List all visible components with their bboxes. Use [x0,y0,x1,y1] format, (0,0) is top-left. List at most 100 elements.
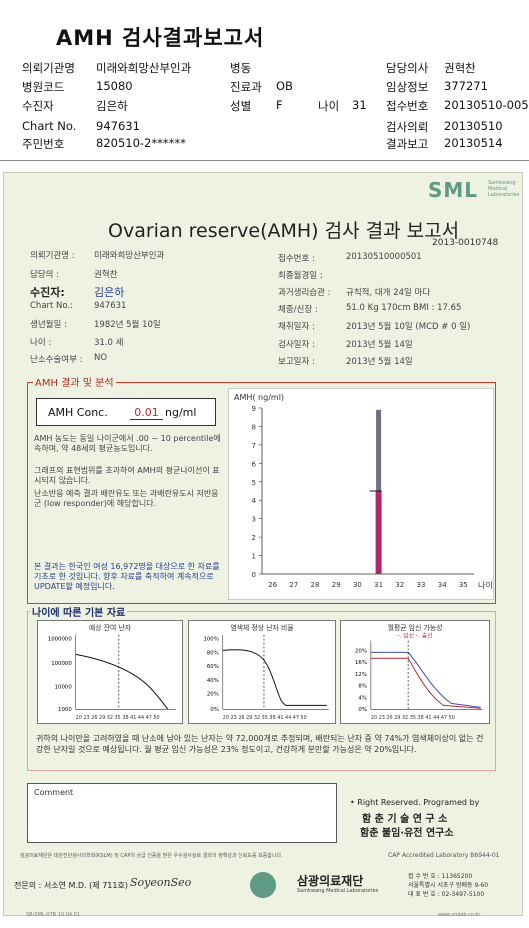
test-field-label: 최종월경일 : [278,271,323,281]
patient-field-label: 담당의 : [30,270,60,280]
patient-label: 수진자 [22,99,54,113]
sex-value: F [276,98,283,112]
y-tick-label: 1 [252,553,256,561]
mini1-ytick-0: 1000000 [48,637,73,643]
receipt-label: 접수번호 [386,99,429,113]
mini1-xticks: 20 23 26 29 32 35 38 41 44 47 50 [76,715,160,721]
mini-chart-remaining-eggs: 예상 잔여 난자 1000000 100000 10000 1000 20 23… [37,620,183,724]
report-date-value: 20130514 [444,136,503,150]
chart-value: 947631 [96,119,140,133]
patient-field-value: 947631 [94,301,127,311]
patient-field-label: Chart No.: [30,301,74,311]
basic-section-title: 나이에 따른 기본 자료 [30,604,128,619]
mini3-ytick-2: 12% [355,672,367,678]
id-label: 주민번호 [22,137,65,151]
patient-field-label: 나이 : [30,338,52,348]
patient-field-label: 의뢰기관명 : [30,251,75,261]
amh-section-box [27,382,496,604]
mini1-ytick-1: 100000 [51,661,72,667]
age-value: 31 [352,98,367,112]
comment-box [27,783,337,843]
analysis-paragraph-3: 난소반응 예측 결과 배란유도 또는 과배란유도시 저반응군 (low resp… [34,489,219,508]
patient-field-value: NO [94,353,108,363]
foundation-name-en: Samkwang Medical Laboratories [297,888,379,894]
mini-chart-normal-egg-ratio: 염색체 정상 난자 비율 100% 80% 60% 40% 20% 0% 20 … [188,620,336,724]
doctor-label: 담당의사 [386,61,429,75]
x-tick-label: 34 [438,581,447,589]
dept-label: 진료과 [230,80,262,94]
mini3-ytick-0: 20% [355,648,367,654]
patient-field-value: 김은하 [94,286,125,299]
foundation-name: 삼광의료재단 [297,874,364,888]
mini3-ytick-3: 8% [358,684,367,690]
x-tick-label: 32 [395,581,404,589]
mini2-xticks: 20 23 26 29 32 35 38 41 44 47 50 [223,715,307,721]
patient-value: 김은하 [96,99,128,113]
id-value: 820510-2****** [96,136,186,150]
x-axis-label: 나이 [478,580,493,590]
patient-field-label: 수진자: [30,286,65,299]
amh-section-title: AMH 결과 및 분석 [33,374,116,389]
org-name-2: 함춘 불임·유전 연구소 [360,828,454,839]
test-field-label: 채취일자 : [278,322,315,332]
page-title: AMH 검사결과보고서 [56,26,265,50]
y-tick-label: 4 [252,497,257,505]
clinical-value: 377271 [444,79,488,93]
whisker-bar [376,409,382,491]
mini1-title: 예상 잔여 난자 [89,623,132,632]
bar-age-31 [375,491,382,574]
x-tick-label: 35 [459,581,468,589]
y-tick-label: 9 [252,405,256,413]
mini3-title: 월평균 임신 가능성 [388,623,443,632]
mini3-ytick-4: 4% [358,695,367,701]
report-date-label: 결과보고 [386,137,429,151]
amh-conc-value: 0.01 [130,406,163,420]
mini3-legend: -. 임신 -. 출산 [397,632,433,640]
org-name-1: 함 춘 기 술 연 구 소 [362,814,448,825]
institution-value: 미래와희망산부인과 [96,61,192,75]
mini1-ytick-3: 1000 [58,707,72,713]
specialist: 전문의 : 서소연 M.D. (제 711호) [14,881,128,890]
ward-label: 병동 [230,61,252,75]
age-label: 나이 [318,99,340,113]
dept-value: OB [276,79,293,93]
mini2-ytick-4: 20% [207,692,219,698]
y-tick-label: 0 [252,571,256,579]
sex-label: 성별 [230,99,252,113]
contact-info: 접 수 번 호 : 11365200 서울특별시 서초구 방배동 9-60 대 … [408,873,489,898]
y-axis-label: AMH( ng/ml) [234,393,284,402]
test-field-value: 2013년 5월 14일 [346,357,413,367]
y-tick-label: 5 [252,479,256,487]
analysis-note: 본 결과는 한국인 여성 16,972명을 대상으로 한 자료를 기초로 한 것… [34,562,220,591]
y-tick-label: 8 [252,423,256,431]
mini2-ytick-0: 100% [203,637,218,643]
y-tick-label: 6 [252,460,257,468]
test-field-label: 접수번호 : [278,254,315,264]
report-title: Ovarian reserve(AMH) 검사 결과 보고서 [108,220,460,242]
comment-label: Comment [34,788,74,797]
receipt-value: 20130510-0050 [444,98,529,112]
x-tick-label: 31 [374,581,383,589]
test-field-label: 검사일자 : [278,340,315,350]
header-divider [0,160,529,161]
summary-text: 귀하의 나이만을 고려하였을 때 난소에 남아 있는 난자는 약 72,000개… [36,734,484,754]
request-value: 20130510 [444,119,503,133]
x-tick-label: 27 [289,581,298,589]
amh-conc-unit: ng/ml [165,406,197,419]
mini2-title: 염색체 정상 난자 비율 [230,623,293,632]
sml-logo: SML [428,178,479,202]
x-tick-label: 29 [332,581,341,589]
mini-chart-monthly-pregnancy: 월평균 임신 가능성 -. 임신 -. 출산 20% 16% 12% 8% 4%… [340,620,490,724]
patient-field-value: 미래와희망산부인과 [94,251,165,261]
test-field-label: 과거생리습관 : [278,288,331,298]
hospital-code-label: 병원코드 [22,80,65,94]
hospital-code-value: 15080 [96,79,133,93]
x-tick-label: 26 [268,581,277,589]
report-number: 2013-0010748 [432,238,499,248]
website: www.smlab.co.kr [438,912,481,918]
test-field-value: 규칙적, 대개 24일 마다 [346,288,431,298]
test-field-value: 20130510000501 [346,252,422,262]
cap-accreditation: CAP Accredited Laboratory B6944-01 [388,852,500,859]
mini2-ytick-2: 60% [207,664,219,670]
